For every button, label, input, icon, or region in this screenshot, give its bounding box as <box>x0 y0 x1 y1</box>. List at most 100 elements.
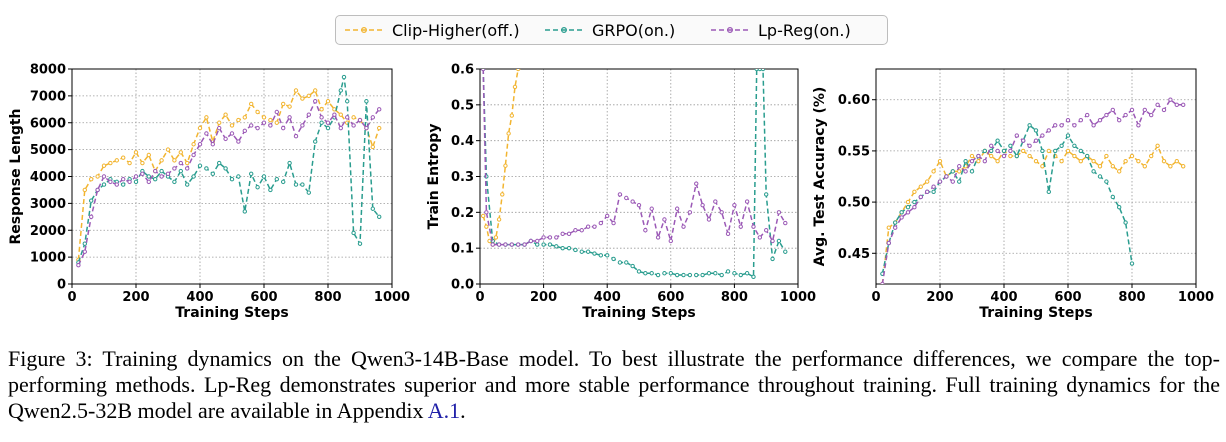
x-tick-label: 1000 <box>374 290 410 305</box>
data-point <box>725 231 731 237</box>
data-point <box>674 206 680 211</box>
data-point <box>204 115 209 120</box>
data-point <box>579 249 584 254</box>
legend-item-grpo: GRPO(on.) <box>544 16 675 44</box>
data-point <box>560 231 565 237</box>
data-point <box>496 242 502 247</box>
data-point <box>509 242 514 247</box>
data-point <box>178 150 184 155</box>
data-point <box>1046 128 1052 133</box>
data-point <box>223 112 228 117</box>
data-point <box>757 235 763 240</box>
data-point <box>357 117 363 123</box>
data-point <box>503 242 508 247</box>
data-point <box>1091 123 1096 128</box>
data-point <box>937 179 943 184</box>
data-point <box>121 182 126 187</box>
data-point <box>893 220 898 225</box>
data-point <box>306 190 311 195</box>
data-point <box>668 238 673 244</box>
data-point <box>976 153 981 159</box>
data-point <box>197 125 203 131</box>
data-point <box>1136 123 1141 128</box>
data-point <box>351 123 356 128</box>
data-point <box>82 241 88 246</box>
data-point <box>937 158 943 164</box>
x-tick-label: 800 <box>1118 290 1145 305</box>
data-point <box>617 260 623 265</box>
data-point <box>480 69 486 72</box>
data-point <box>1097 117 1103 123</box>
data-point <box>738 224 743 229</box>
data-point <box>306 112 311 117</box>
y-tick-label: 0.1 <box>451 242 474 257</box>
data-point <box>950 179 955 184</box>
data-point <box>668 271 673 276</box>
data-point <box>573 228 578 233</box>
data-point <box>370 144 375 150</box>
data-point <box>1046 148 1052 154</box>
data-point <box>377 107 382 112</box>
data-point <box>706 271 712 276</box>
data-point <box>1001 153 1007 159</box>
data-point <box>1168 164 1173 169</box>
data-point <box>306 93 311 99</box>
data-point <box>725 269 731 274</box>
data-point <box>522 242 527 247</box>
data-point <box>500 192 505 197</box>
data-point <box>268 123 273 128</box>
data-point <box>1053 148 1058 154</box>
data-point <box>535 242 540 247</box>
data-point <box>242 209 248 214</box>
data-point <box>210 142 216 147</box>
data-point <box>912 199 917 205</box>
data-point <box>713 199 718 204</box>
data-point <box>905 210 911 215</box>
data-point <box>751 274 756 280</box>
data-point <box>1174 102 1180 108</box>
data-point <box>140 171 145 177</box>
data-point <box>776 238 782 244</box>
data-point <box>236 139 241 144</box>
data-point <box>242 115 248 120</box>
data-point <box>172 166 177 171</box>
data-point <box>229 123 235 128</box>
y-axis-label: Response Length <box>8 109 24 245</box>
y-tick-label: 0.2 <box>451 206 474 221</box>
y-tick-label: 0.50 <box>838 196 870 211</box>
data-point <box>1129 261 1135 266</box>
figure-caption: Figure 3: Training dynamics on the Qwen3… <box>8 346 1220 424</box>
data-point <box>191 142 196 147</box>
data-point <box>744 199 750 204</box>
data-point <box>694 272 699 278</box>
legend-label-lp-reg: Lp-Reg(on.) <box>758 20 851 40</box>
data-point <box>185 166 190 171</box>
chart-3: 0 200 400 600 800 1000 0.45 0.50 0.55 0.60 Trainin… <box>812 68 1214 321</box>
data-point <box>706 217 712 222</box>
data-point <box>319 115 324 120</box>
data-point <box>1149 112 1154 118</box>
data-point <box>1123 112 1128 118</box>
data-point <box>249 171 254 177</box>
data-point <box>764 228 769 233</box>
data-point <box>738 272 743 278</box>
x-tick-label: 400 <box>186 290 213 305</box>
data-point <box>732 202 737 208</box>
data-point <box>1091 158 1096 164</box>
y-axis-label: Avg. Test Accuracy (%) <box>812 87 828 267</box>
data-point <box>630 263 635 269</box>
x-tick-label: 400 <box>990 290 1017 305</box>
data-point <box>1072 153 1077 159</box>
y-tick-label: 0.6 <box>451 63 474 78</box>
y-tick-label: 0.45 <box>838 247 870 262</box>
series-line-grpo-on <box>77 76 380 263</box>
appendix-link[interactable]: A.1 <box>427 398 461 423</box>
legend-label-clip-higher: Clip-Higher(off.) <box>392 20 520 40</box>
y-tick-label: 8000 <box>30 63 66 78</box>
y-axis-label: Train Entropy <box>426 124 442 230</box>
data-point <box>1149 153 1154 159</box>
data-point <box>1161 158 1167 164</box>
data-point <box>617 192 623 197</box>
data-point <box>585 249 591 254</box>
data-point <box>351 115 356 120</box>
